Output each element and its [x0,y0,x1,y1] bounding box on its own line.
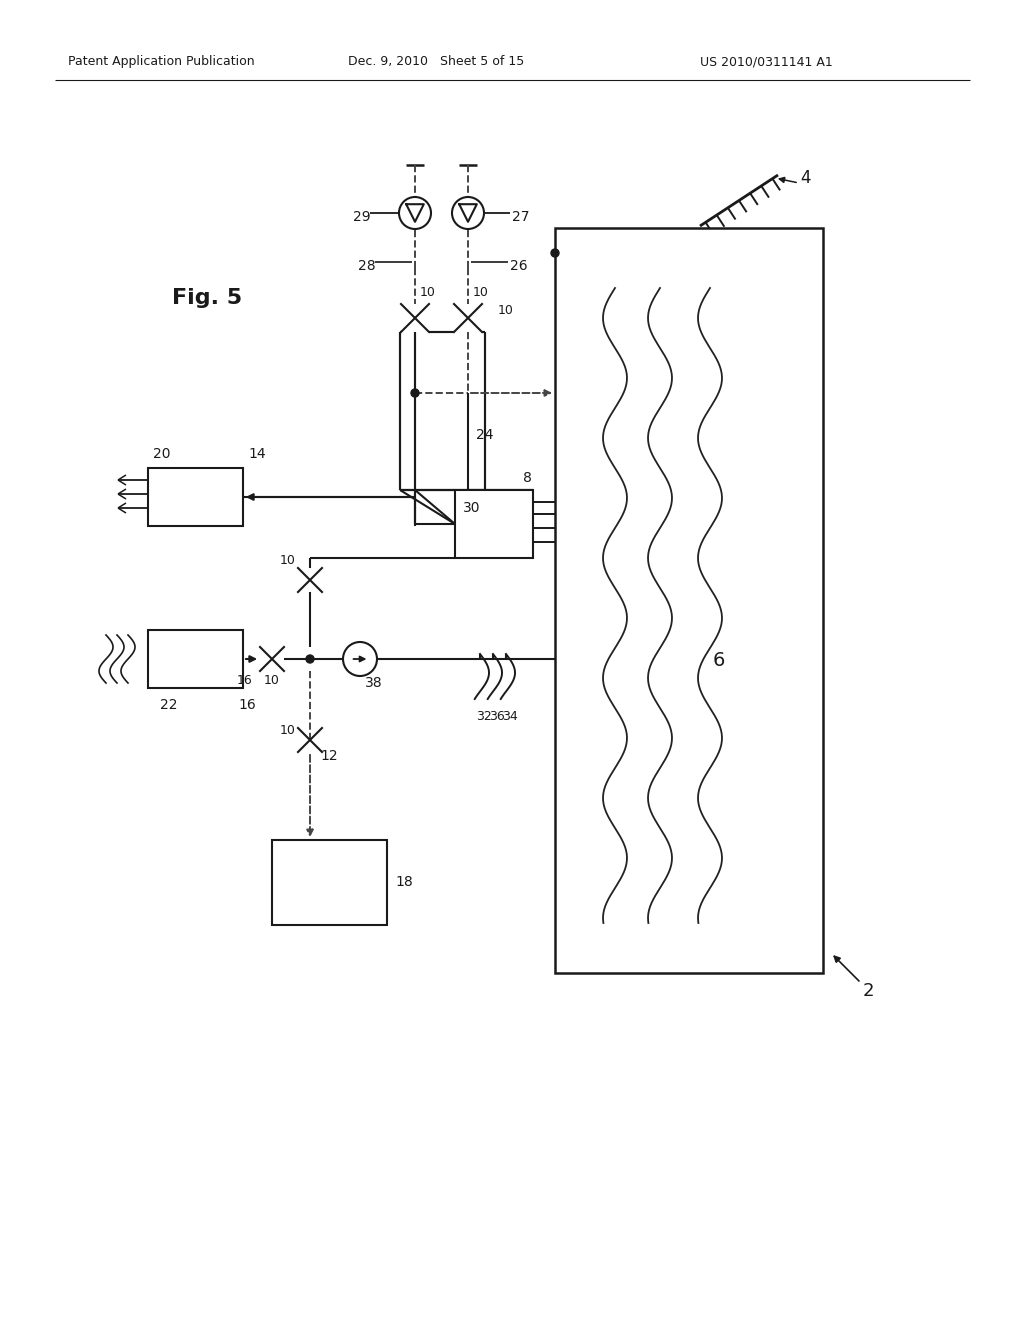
Text: 2: 2 [863,982,874,1001]
Text: 10: 10 [280,553,296,566]
Bar [148,469,243,525]
Text: 10: 10 [280,723,296,737]
Circle shape [399,197,431,228]
Text: Dec. 9, 2010   Sheet 5 of 15: Dec. 9, 2010 Sheet 5 of 15 [348,55,524,69]
Text: 26: 26 [510,259,527,273]
Text: Fig. 5: Fig. 5 [172,288,242,308]
Text: 16: 16 [238,698,256,711]
Text: 4: 4 [800,169,811,187]
Text: 10: 10 [420,285,436,298]
Text: US 2010/0311141 A1: US 2010/0311141 A1 [700,55,833,69]
Text: 34: 34 [502,710,518,723]
Circle shape [411,389,419,397]
Text: 10: 10 [473,285,488,298]
Text: 38: 38 [365,676,383,690]
Text: 22: 22 [160,698,177,711]
Text: 6: 6 [713,651,725,669]
Circle shape [306,655,314,663]
Circle shape [452,197,484,228]
Text: 30: 30 [463,502,480,515]
Text: 14: 14 [248,447,265,461]
Text: 10: 10 [264,675,280,688]
Text: 8: 8 [523,471,531,484]
Text: 18: 18 [395,875,413,888]
Bar [555,228,823,973]
Text: 10: 10 [498,304,514,317]
Text: 16: 16 [237,675,253,688]
Text: 36: 36 [489,710,505,723]
Bar [148,630,243,688]
Text: 12: 12 [319,748,338,763]
Text: 32: 32 [476,710,492,723]
Bar [272,840,387,925]
Circle shape [551,249,559,257]
Text: Patent Application Publication: Patent Application Publication [68,55,255,69]
Text: 24: 24 [476,428,494,442]
Text: 28: 28 [358,259,376,273]
Text: 29: 29 [353,210,371,224]
Text: 27: 27 [512,210,529,224]
Bar [455,490,534,558]
Circle shape [343,642,377,676]
Text: 20: 20 [153,447,171,461]
